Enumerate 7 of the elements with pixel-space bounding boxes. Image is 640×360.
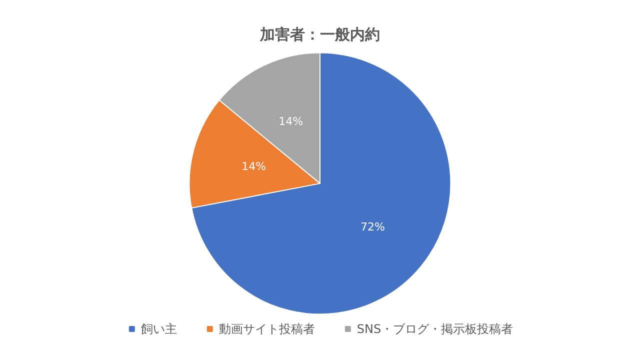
legend-label: 動画サイト投稿者 — [218, 322, 315, 336]
legend-label: SNS・ブログ・掲示板投稿者 — [356, 322, 514, 336]
data-label: 14% — [242, 160, 266, 173]
chart-title: 加害者：一般内約 — [259, 26, 380, 44]
legend-label: 飼い主 — [140, 322, 177, 336]
data-label: 14% — [278, 115, 304, 128]
data-label: 72% — [360, 220, 385, 234]
